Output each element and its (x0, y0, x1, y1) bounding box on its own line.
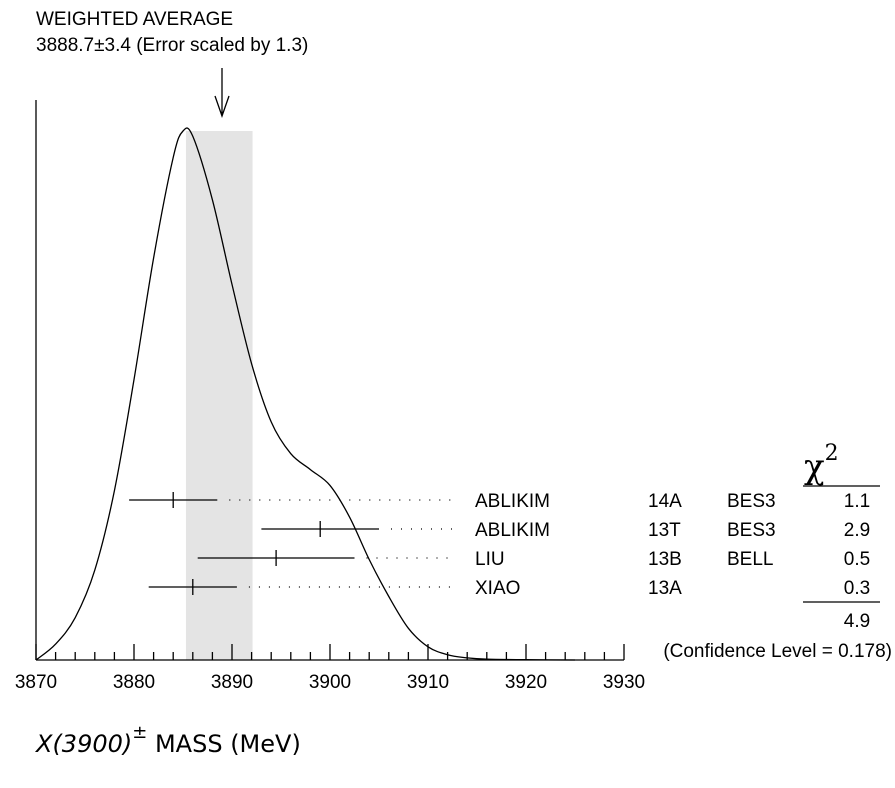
measurement-year: 13T (648, 520, 681, 541)
x-tick-label: 3890 (211, 672, 253, 693)
x-tick-label: 3920 (505, 672, 547, 693)
chart-title-line2: 3888.7±3.4 (Error scaled by 1.3) (36, 35, 308, 56)
measurement-year: 14A (648, 491, 682, 512)
measurement-chi2: 0.5 (844, 549, 870, 570)
x-axis: 3870 3880 3890 3900 3910 3920 3930 (15, 100, 645, 693)
x-axis-title-units: MASS (MeV) (147, 730, 300, 758)
measurement-chi2: 1.1 (844, 491, 870, 512)
measurement-experiment: BES3 (727, 491, 776, 512)
measurement-author: ABLIKIM (475, 520, 550, 541)
measurement-author: XIAO (475, 578, 520, 599)
measurement-experiment: BELL (727, 549, 773, 570)
chart-title-line1: WEIGHTED AVERAGE (36, 9, 233, 30)
chi2-total: 4.9 (844, 611, 870, 632)
ideogram-curve-layer (35, 127, 576, 661)
measurement-author: LIU (475, 549, 505, 570)
confidence-level: (Confidence Level = 0.178) (663, 641, 892, 662)
measurements-layer: ABLIKIM 14A BES3 1.1 ABLIKIM 13T BES3 2.9 LIU 13B… (129, 491, 870, 599)
measurement-year: 13A (648, 578, 682, 599)
x-tick-label: 3930 (603, 672, 645, 693)
chi2-header: χ2 (804, 441, 839, 487)
x-tick-label: 3880 (113, 672, 155, 693)
measurement-experiment: BES3 (727, 520, 776, 541)
weighted-average-band (185, 131, 253, 660)
weighted-average-band-layer (185, 131, 253, 660)
x-tick-label: 3900 (309, 672, 351, 693)
ideogram-curve (35, 127, 576, 661)
chi2-header-exponent: 2 (825, 441, 839, 466)
measurement-year: 13B (648, 549, 682, 570)
measurement-chi2: 0.3 (844, 578, 870, 599)
average-arrow-icon (214, 68, 230, 118)
x-axis-title-charge: ± (132, 722, 147, 743)
x-axis-title: X(3900)± MASS (MeV) (34, 722, 301, 758)
x-tick-label: 3870 (15, 672, 57, 693)
chi2-header-symbol: χ (804, 447, 825, 487)
x-tick-label: 3910 (407, 672, 449, 693)
x-axis-title-particle: X(3900) (34, 730, 132, 758)
measurement-author: ABLIKIM (475, 491, 550, 512)
measurement-chi2: 2.9 (844, 520, 870, 541)
